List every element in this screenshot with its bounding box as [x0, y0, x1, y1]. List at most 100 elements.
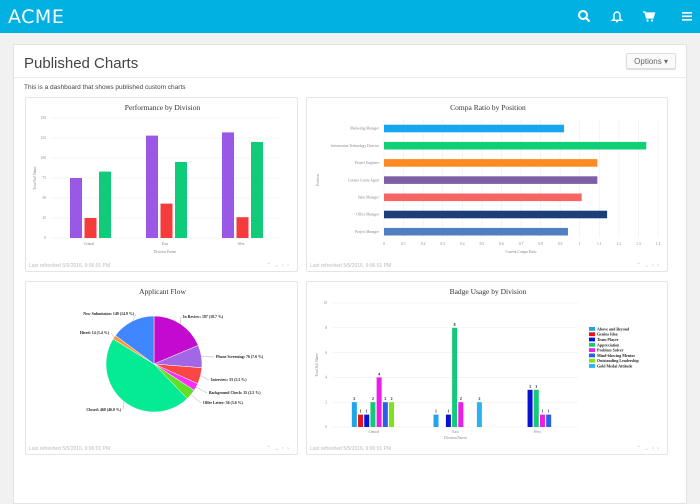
bar [384, 142, 646, 150]
y-tick-label: 6 [325, 351, 327, 355]
last-refreshed-text: Last refreshed 5/5/2016, 9:06:01 PM [29, 263, 110, 269]
slice-sep: ) [108, 331, 110, 335]
legend-item: Gold Medal Attitude [597, 364, 633, 369]
legend-item: Above and Beyond [597, 326, 630, 331]
chevron-right-icon[interactable]: › [287, 446, 292, 452]
y-tick-label: 75 [42, 176, 46, 180]
brand-logo[interactable]: ACME [8, 6, 64, 28]
y-tick-label: 0 [44, 236, 46, 240]
y-tick-label: Information Technology Director [331, 144, 380, 148]
chevron-up-icon[interactable]: ⌃ [266, 446, 274, 452]
slice-sep: ) [259, 391, 261, 395]
legend-item: Team Player [597, 337, 619, 342]
bar [389, 402, 394, 427]
bar [352, 402, 357, 427]
options-dropdown-button[interactable]: Options ▾ [626, 53, 676, 69]
slice-label: In Review: 187 (18.7 %) [183, 315, 224, 319]
data-label: 3 [529, 385, 531, 389]
chevron-down-icon[interactable]: ⌄ [644, 446, 652, 452]
chevron-down-icon[interactable]: ⌄ [274, 263, 282, 269]
y-axis-label: Total Full Name [33, 166, 37, 190]
chart-title: Badge Usage by Division [450, 287, 527, 296]
chevron-up-icon[interactable]: ⌃ [266, 263, 274, 269]
top-navbar: ACME [0, 0, 700, 33]
chevron-right-icon[interactable]: › [657, 263, 662, 269]
y-axis-label: Position [316, 174, 320, 186]
chevron-up-icon[interactable]: ⌃ [636, 263, 644, 269]
chart-controls: ⌃⌄‹› [636, 262, 662, 269]
y-tick-label: 4 [325, 376, 327, 380]
bar [251, 142, 263, 238]
slice-sep: ) [120, 408, 122, 412]
legend-swatch [589, 327, 595, 331]
leader-line [201, 356, 214, 357]
y-tick-label: 50 [42, 196, 46, 200]
data-label: 2 [460, 397, 462, 401]
leader-line [196, 387, 207, 393]
chart-controls: ⌃⌄‹› [266, 445, 292, 452]
x-tick-label: 0.8 [538, 242, 543, 246]
y-tick-label: Sales Manager [358, 196, 380, 200]
legend-item: Outstanding Leadership [597, 358, 639, 363]
chart-title: Applicant Flow [139, 287, 186, 296]
slice-sep: ) [222, 315, 224, 319]
data-label: 1 [360, 410, 362, 414]
chevron-right-icon[interactable]: › [657, 446, 662, 452]
bar [146, 136, 158, 238]
data-label: 2 [372, 397, 374, 401]
x-tick-label: 0.4 [460, 242, 465, 246]
chart-title: Performance by Division [125, 103, 201, 112]
bar [383, 402, 388, 427]
data-label: 1 [447, 410, 449, 414]
chart-svg: Performance by Division0255075100125150C… [26, 98, 299, 273]
cart-icon[interactable] [642, 9, 656, 23]
slice-name: Background Check [209, 391, 242, 395]
leader-line [200, 376, 209, 380]
data-label: 2 [353, 397, 355, 401]
bell-icon[interactable] [610, 9, 624, 23]
bar [384, 228, 568, 236]
slice-sep: ) [245, 378, 247, 382]
chart-controls: ⌃⌄‹› [266, 262, 292, 269]
bar [99, 172, 111, 238]
bar [175, 162, 187, 238]
x-tick-label: 0 [383, 242, 385, 246]
search-icon[interactable] [577, 9, 591, 23]
page-title: Published Charts [24, 55, 138, 72]
legend-item: Appreciation [597, 342, 620, 347]
y-tick-label: 25 [42, 216, 46, 220]
bar [434, 415, 439, 427]
bar [546, 415, 551, 427]
chevron-up-icon[interactable]: ⌃ [636, 446, 644, 452]
last-refreshed-text: Last refreshed 5/5/2016, 9:06:01 PM [310, 446, 391, 452]
y-axis-label: Total Full Name [315, 353, 319, 377]
chevron-down-icon[interactable]: ⌄ [274, 446, 282, 452]
x-tick-label: Central [369, 430, 380, 434]
caret-down-icon: ▾ [664, 57, 668, 66]
slice-sep: ) [133, 312, 135, 316]
slice-name: New Submission [83, 312, 111, 316]
chevron-right-icon[interactable]: › [287, 263, 292, 269]
x-axis-label: Division Parent [154, 250, 176, 254]
menu-icon[interactable] [680, 9, 694, 23]
x-tick-label: 0.9 [558, 242, 563, 246]
x-tick-label: 1 [579, 242, 581, 246]
data-label: 2 [391, 397, 393, 401]
y-tick-label: Contact Centre Agent [348, 178, 379, 182]
data-label: 2 [478, 397, 480, 401]
legend-swatch [589, 359, 595, 363]
x-tick-label: 0.2 [421, 242, 426, 246]
x-tick-label: 1.2 [617, 242, 622, 246]
y-tick-label: 125 [41, 136, 47, 140]
bar [452, 328, 457, 427]
chart-controls: ⌃⌄‹› [636, 445, 662, 452]
bar [364, 415, 369, 427]
x-tick-label: 0.6 [499, 242, 504, 246]
bar [528, 390, 533, 427]
slice-label: Background Check: 25 (2.5 %) [209, 391, 261, 395]
chevron-down-icon[interactable]: ⌄ [644, 263, 652, 269]
leader-line [191, 395, 201, 403]
x-tick-label: 1.1 [597, 242, 602, 246]
slice-label: Hired: 14 (1.4 %) [80, 331, 110, 335]
